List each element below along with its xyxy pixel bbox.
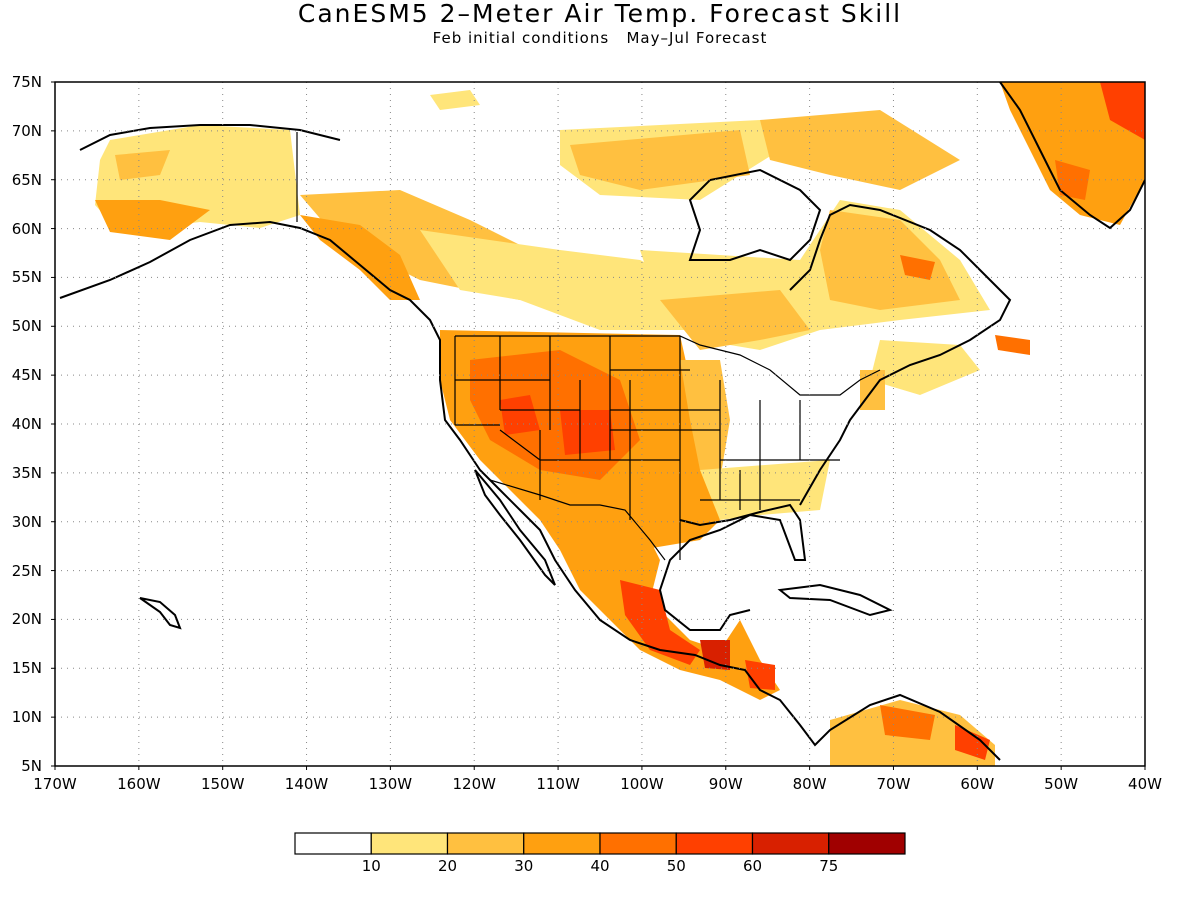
coast-cuba <box>777 583 893 617</box>
lon-label: 120W <box>452 775 496 793</box>
lat-label: 20N <box>11 610 42 629</box>
colorbar-swatch <box>523 832 601 855</box>
lon-label: 170W <box>33 775 77 793</box>
lat-label: 55N <box>11 268 42 287</box>
colorbar-swatch <box>370 832 449 855</box>
lat-label: 10N <box>11 708 42 727</box>
lon-label: 60W <box>960 775 995 793</box>
shading-baffin <box>760 110 960 190</box>
shading-plains <box>680 360 730 480</box>
shading-venezuela-red <box>880 705 935 740</box>
lat-label: 50N <box>11 317 42 336</box>
lat-label: 15N <box>11 659 42 678</box>
lon-label: 40W <box>1128 775 1162 793</box>
map-title: CanESM5 2–Meter Air Temp. Forecast Skill <box>297 0 903 28</box>
lat-label: 75N <box>11 73 42 91</box>
shading-alaska-yellow2 <box>115 150 170 180</box>
shading-greenland-red <box>1100 82 1145 140</box>
shading-labrador-red <box>900 255 935 280</box>
shading-southeast <box>700 460 830 520</box>
lon-label: 140W <box>284 775 329 793</box>
colorbar-label: 20 <box>437 857 458 875</box>
coastlines <box>59 82 1145 761</box>
colorbar-label: 50 <box>666 857 686 875</box>
lat-label: 5N <box>21 757 42 775</box>
shading-newfoundland <box>995 335 1030 355</box>
colorbar-swatch <box>446 832 525 855</box>
coast-hudson <box>688 168 822 262</box>
lon-label: 160W <box>117 775 161 793</box>
lon-label: 50W <box>1044 775 1079 793</box>
lat-label: 25N <box>11 561 42 580</box>
lon-label: 80W <box>792 775 827 793</box>
shading-rockies-red <box>500 395 540 435</box>
lon-label: 130W <box>368 775 413 793</box>
shading-quebec2 <box>820 210 960 310</box>
coast-east <box>789 203 1012 506</box>
skill-shading <box>95 82 1145 766</box>
lat-label: 45N <box>11 366 42 385</box>
graticule <box>55 82 1145 766</box>
lat-label: 30N <box>11 512 42 531</box>
shading-colombia-red <box>955 725 990 760</box>
shading-prairies <box>420 230 700 330</box>
colorbar-swatch <box>294 832 372 855</box>
lat-label: 65N <box>11 170 42 189</box>
coast-alaska-north <box>79 124 341 151</box>
coast-hawaii <box>139 597 182 630</box>
map-subtitle: Feb initial conditions May–Jul Forecast <box>432 29 768 47</box>
shading-mexico-red <box>620 580 700 665</box>
coast-greenland <box>999 82 1145 230</box>
colorbar-label: 60 <box>742 857 763 875</box>
shading-honduras <box>745 660 775 690</box>
shading-maritimes <box>870 340 980 395</box>
coast-gulf <box>658 503 807 631</box>
shading-arctic3 <box>570 130 750 190</box>
colorbar-label: 40 <box>590 857 610 875</box>
shading-guatemala <box>700 640 730 670</box>
colorbar-swatch <box>751 832 830 855</box>
colorbar-label: 10 <box>361 857 381 875</box>
lat-label: 70N <box>11 121 42 140</box>
colorbar-label: 30 <box>514 857 534 875</box>
colorbar-swatch <box>599 832 677 855</box>
coast-alaska <box>59 220 1001 761</box>
colorbar-swatch <box>828 832 906 855</box>
shading-bc-coast <box>300 215 420 300</box>
lat-label: 40N <box>11 415 42 433</box>
lon-label: 70W <box>876 775 911 793</box>
border-us-canada <box>455 335 881 396</box>
coast-baja <box>474 469 556 586</box>
shading-arctic <box>430 90 480 110</box>
lat-label: 35N <box>11 463 42 482</box>
lon-label: 90W <box>708 775 743 793</box>
lon-label: 150W <box>200 775 245 793</box>
shading-colorado-red <box>560 410 615 455</box>
lat-label: 60N <box>11 219 42 238</box>
lon-label: 100W <box>620 775 664 793</box>
shading-greenland <box>1000 82 1145 225</box>
colorbar-label: 75 <box>819 857 839 875</box>
shading-ontario <box>660 290 810 350</box>
colorbar-swatch <box>675 832 754 855</box>
shading-greenland-red2 <box>1055 160 1090 200</box>
lon-label: 110W <box>536 775 580 793</box>
shading-alaska-orange <box>95 200 210 240</box>
colorbar <box>294 832 906 855</box>
political-boundaries <box>296 132 881 561</box>
axis-ticks <box>51 81 1146 770</box>
